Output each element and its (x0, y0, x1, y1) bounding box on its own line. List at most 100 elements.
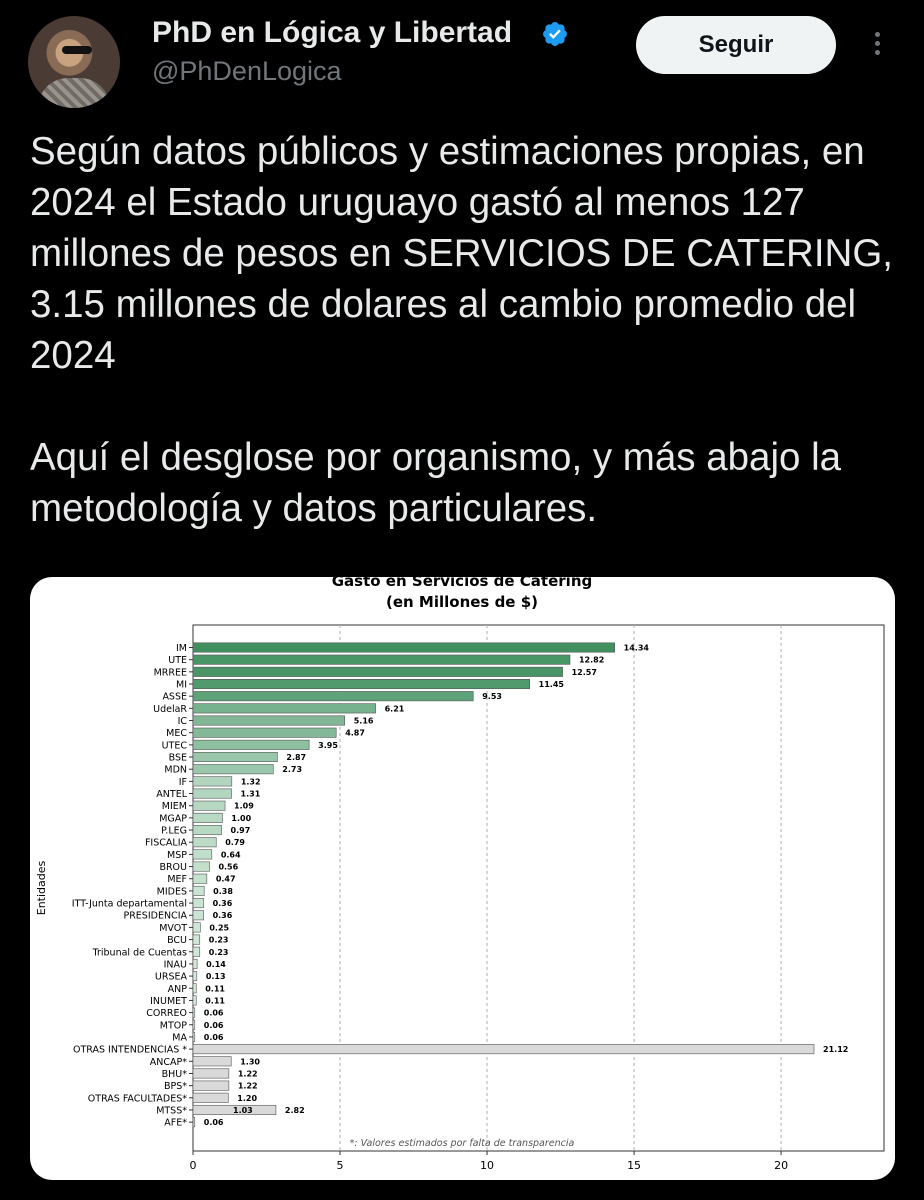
bar (192, 1117, 196, 1128)
more-options-icon[interactable] (866, 28, 888, 64)
data-label: 1.22 (238, 1082, 258, 1091)
data-label: 0.06 (204, 1021, 224, 1030)
data-label: 4.87 (345, 729, 365, 738)
data-label: 2.73 (282, 765, 302, 774)
bar (192, 1019, 196, 1030)
data-label: 0.11 (205, 996, 225, 1005)
tweet-header: PhD en Lógica y Libertad @PhDenLogica Se… (0, 0, 924, 110)
bar (192, 812, 223, 823)
x-tick-label: 0 (190, 1159, 197, 1172)
y-tick-label: ASSE (162, 692, 187, 703)
bar (192, 837, 217, 848)
bar (192, 1092, 229, 1103)
y-tick-label: MEF (167, 874, 187, 885)
data-label: 1.32 (241, 777, 261, 786)
data-label: 1.09 (234, 802, 254, 811)
bar (192, 910, 204, 921)
data-label: 9.53 (482, 692, 502, 701)
x-tick-label: 15 (627, 1159, 641, 1172)
data-label: 0.79 (225, 838, 245, 847)
y-tick-label: IF (179, 777, 187, 788)
y-tick-label: UdelaR (153, 704, 187, 715)
data-label: 0.06 (204, 1009, 224, 1018)
data-label: 0.11 (205, 984, 225, 993)
data-label: 12.57 (572, 668, 597, 677)
bar (192, 739, 310, 750)
bar (192, 666, 563, 677)
chart-title: Gasto en Servicios de Catering (332, 577, 592, 590)
author-name[interactable]: PhD en Lógica y Libertad (152, 16, 513, 49)
author-handle[interactable]: @PhDenLogica (152, 56, 342, 86)
y-tick-label: ITT-Junta departamental (72, 899, 187, 910)
y-tick-label: MTOP (160, 1020, 187, 1031)
y-tick-label: BCU (167, 935, 187, 946)
bar (192, 958, 198, 969)
bar (192, 885, 205, 896)
data-label: 0.06 (204, 1033, 224, 1042)
bar (192, 971, 198, 982)
chart-subtitle: (en Millones de $) (386, 593, 538, 611)
data-label: 2.82 (285, 1106, 305, 1115)
bar (192, 995, 197, 1006)
bar (192, 898, 204, 909)
data-label: 3.95 (318, 741, 338, 750)
bar (192, 642, 615, 653)
bar (192, 873, 208, 884)
bar (192, 1031, 196, 1042)
y-tick-label: MRREE (154, 667, 187, 678)
data-label: 0.56 (218, 863, 238, 872)
y-tick-label: MGAP (159, 813, 187, 824)
follow-button[interactable]: Seguir (636, 16, 836, 74)
y-tick-label: IC (178, 716, 188, 727)
data-label: 0.36 (213, 911, 233, 920)
bar (192, 861, 210, 872)
bar (192, 934, 201, 945)
y-tick-label: MIDES (157, 886, 187, 897)
y-tick-label: UTEC (162, 740, 188, 751)
bar (192, 727, 337, 738)
bar (192, 849, 213, 860)
data-label: 0.06 (204, 1118, 224, 1127)
data-label: 1.30 (240, 1057, 260, 1066)
data-label: 14.34 (624, 644, 650, 653)
data-label: 5.16 (354, 717, 374, 726)
author-avatar[interactable] (28, 16, 120, 108)
y-tick-label: ANTEL (156, 789, 187, 800)
data-label: 0.13 (206, 972, 226, 981)
y-tick-label: INUMET (150, 996, 187, 1007)
data-label: 1.20 (237, 1094, 257, 1103)
bar (192, 946, 201, 957)
bar (192, 1068, 230, 1079)
y-tick-label: ANP (168, 984, 188, 995)
y-tick-label: UTE (168, 655, 187, 666)
bar (192, 752, 278, 763)
y-tick-label: PRESIDENCIA (123, 911, 187, 922)
y-tick-label: OTRAS FACULTADES* (88, 1093, 187, 1104)
data-label: 1.31 (241, 790, 261, 799)
bar (192, 691, 474, 702)
data-label: 2.87 (286, 753, 306, 762)
y-tick-label: CORREO (146, 1008, 187, 1019)
data-label: 0.23 (209, 948, 229, 957)
data-label: 6.21 (385, 704, 405, 713)
y-tick-label: MA (172, 1032, 187, 1043)
data-label: 0.23 (209, 936, 229, 945)
data-label: 1.22 (238, 1069, 258, 1078)
bar (192, 703, 376, 714)
y-tick-label: Tribunal de Cuentas (92, 947, 187, 958)
data-label: 0.64 (221, 850, 241, 859)
y-tick-label: ANCAP* (150, 1057, 187, 1068)
x-tick-label: 10 (480, 1159, 494, 1172)
chart-image-card[interactable]: Gasto en Servicios de Catering (en Millon… (30, 577, 895, 1180)
tweet-paragraph-2: Aquí el desglose por organismo, y más ab… (30, 436, 842, 530)
y-tick-label: OTRAS INTENDENCIAS * (73, 1045, 187, 1056)
avatar-shirt (38, 78, 110, 108)
bar (192, 1080, 230, 1091)
x-tick-label: 5 (337, 1159, 344, 1172)
bar (192, 776, 233, 787)
x-tick-label: 20 (774, 1159, 788, 1172)
avatar-glasses (62, 46, 92, 54)
y-tick-label: MDN (164, 765, 187, 776)
y-tick-label: IM (176, 643, 187, 654)
bar (192, 764, 274, 775)
